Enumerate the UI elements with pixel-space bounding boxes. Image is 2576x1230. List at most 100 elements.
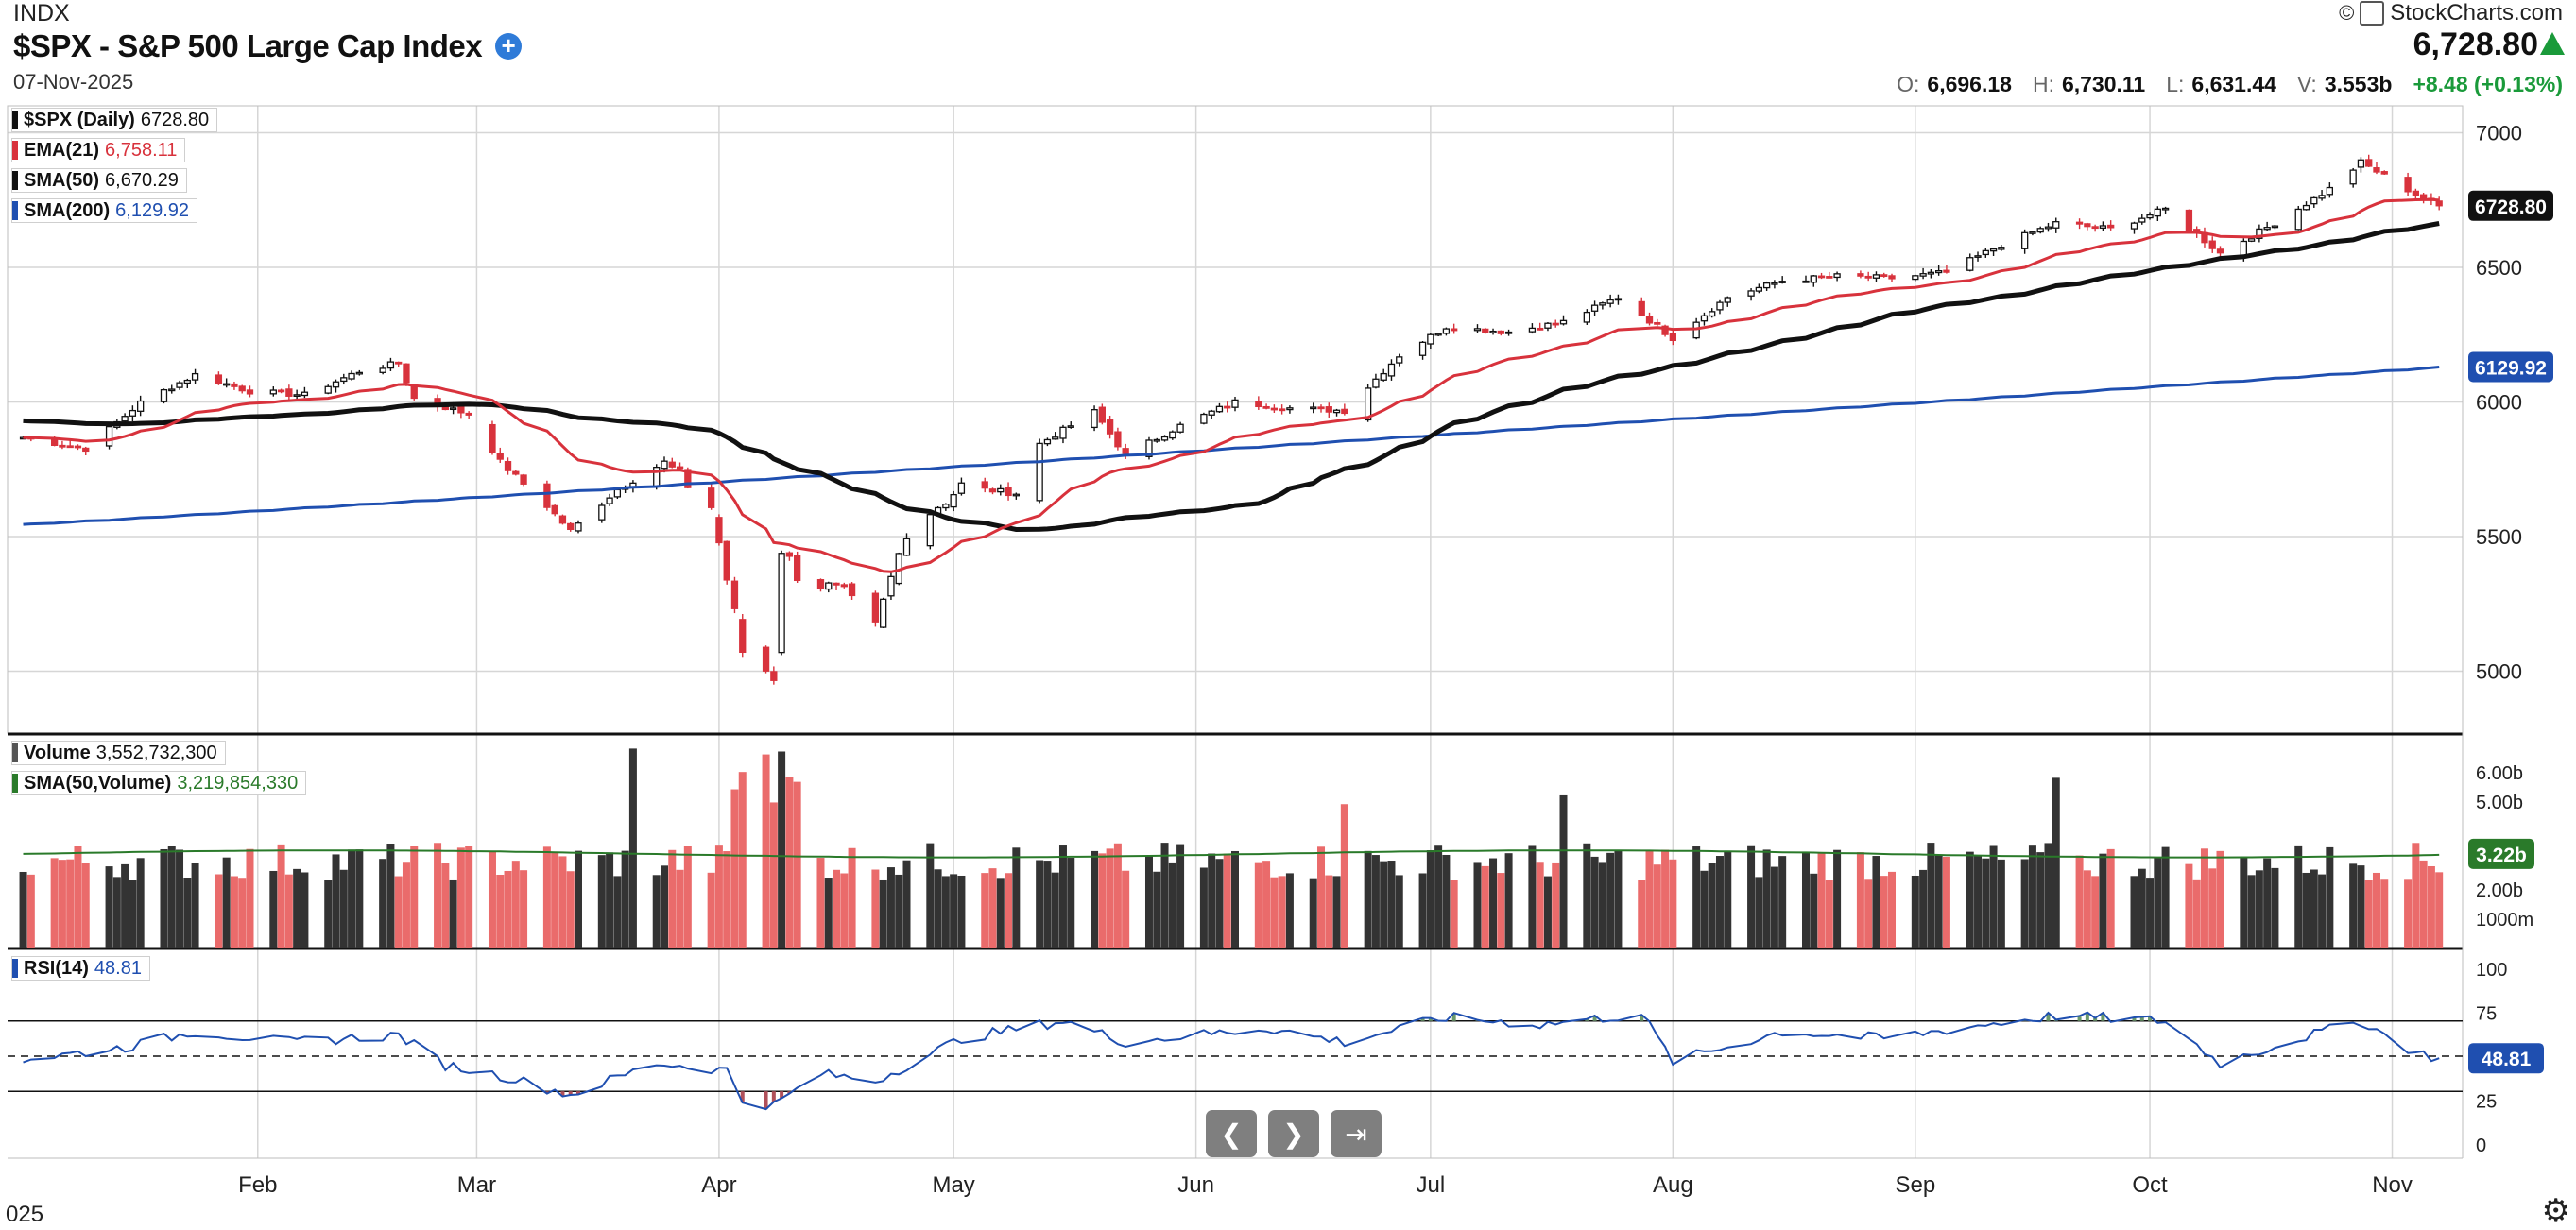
candle-body xyxy=(2161,207,2170,211)
volume-bar xyxy=(1208,853,1216,948)
volume-bar xyxy=(950,874,958,948)
volume-bar xyxy=(2052,777,2060,948)
volume-bar xyxy=(2208,868,2217,948)
volume-bar xyxy=(1614,849,1623,948)
volume-bar xyxy=(683,846,692,948)
candle-body xyxy=(1473,328,1482,332)
candle-body xyxy=(1160,436,1169,441)
candle-body xyxy=(2349,169,2357,185)
legend-series-name: EMA(21) xyxy=(24,139,100,161)
candle-body xyxy=(324,385,332,394)
volume-bar xyxy=(2271,867,2279,948)
price-legend-item[interactable]: SMA(200) 6,129.92 xyxy=(11,198,197,223)
candle-body xyxy=(2256,228,2263,239)
volume-bar xyxy=(160,848,168,948)
candle-body xyxy=(1661,325,1669,335)
gear-icon[interactable]: ⚙ xyxy=(2541,1193,2570,1229)
volume-bar xyxy=(167,846,176,948)
volume-bar xyxy=(284,874,293,948)
candle-body xyxy=(2084,223,2091,228)
volume-bar xyxy=(1442,854,1451,948)
legend-series-value: 6728.80 xyxy=(140,109,210,130)
rsi-legend-item[interactable]: RSI(14) 48.81 xyxy=(11,956,150,981)
candle-body xyxy=(1654,321,1661,325)
price-legend-item[interactable]: EMA(21) 6,758.11 xyxy=(11,138,186,162)
volume-bar xyxy=(1168,862,1176,948)
volume-bar xyxy=(1380,861,1388,948)
volume-bar xyxy=(81,863,90,948)
candle-body xyxy=(379,367,386,373)
candle-body xyxy=(1067,425,1074,428)
add-symbol-icon[interactable]: + xyxy=(495,33,523,60)
legend-series-name: SMA(50,Volume) xyxy=(24,772,172,794)
volume-bar xyxy=(449,879,457,948)
candle-body xyxy=(2326,186,2333,196)
volume-bar xyxy=(1598,862,1606,948)
price-frame xyxy=(7,105,2464,734)
volume-bar xyxy=(1473,862,1482,948)
volume-bar xyxy=(2263,858,2272,948)
volume-bar xyxy=(2044,843,2052,948)
volume-bar xyxy=(293,868,301,948)
candle-body xyxy=(1614,298,1623,301)
up-arrow-icon xyxy=(2540,32,2565,55)
candle-body xyxy=(1434,333,1442,336)
candle-body xyxy=(770,671,778,681)
volume-bar xyxy=(2349,863,2358,948)
candle-body xyxy=(567,522,575,531)
candle-body xyxy=(1817,275,1826,279)
volume-bar xyxy=(1160,843,1169,948)
volume-bar xyxy=(348,849,356,948)
volume-bar xyxy=(1755,877,1763,948)
volume-y-tick-label: 6.00b xyxy=(2476,763,2523,784)
volume-bar xyxy=(1997,859,2005,948)
volume-bar xyxy=(1199,867,1208,948)
legend-series-name: Volume xyxy=(24,742,91,763)
price-legend-item[interactable]: SMA(50) 6,670.29 xyxy=(11,168,187,193)
chart-title: $SPX - S&P 500 Large Cap Index xyxy=(13,28,483,63)
candle-body xyxy=(1489,330,1497,333)
candle-body xyxy=(1365,387,1372,421)
volume-bar xyxy=(1051,872,1059,948)
volume-legend-item[interactable]: SMA(50,Volume) 3,219,854,330 xyxy=(11,771,307,795)
rsi-tag-label: 48.81 xyxy=(2482,1049,2532,1070)
legend-series-name: RSI(14) xyxy=(24,957,89,979)
volume-bar xyxy=(1919,869,1928,948)
candle-body xyxy=(833,582,840,586)
scroll-to-end-button[interactable]: ⇥ xyxy=(1331,1110,1382,1157)
candle-body xyxy=(2029,231,2036,234)
rsi-tag xyxy=(2468,1043,2544,1074)
candle-body xyxy=(1606,299,1614,304)
price-legend-item[interactable]: $SPX (Daily) 6728.80 xyxy=(11,108,218,132)
candle-body xyxy=(1215,405,1224,413)
candle-body xyxy=(520,474,527,485)
x-tick-label: Jul xyxy=(1417,1172,1446,1198)
volume-bar xyxy=(1747,845,1756,948)
candle-body xyxy=(2435,200,2443,207)
scroll-right-button[interactable]: ❯ xyxy=(1268,1110,1319,1157)
candle-body xyxy=(1317,406,1325,410)
candle-body xyxy=(997,487,1005,493)
volume-bar xyxy=(833,869,841,948)
legend-swatch xyxy=(12,141,18,160)
volume-bar xyxy=(2427,865,2435,948)
candle-body xyxy=(1645,316,1654,324)
scroll-left-button[interactable]: ❮ xyxy=(1206,1110,1257,1157)
legend-series-value: 6,129.92 xyxy=(115,199,189,221)
open-readout: O: 6,696.18 xyxy=(1897,72,2012,96)
legend-swatch xyxy=(12,201,18,220)
axis-layer: Feb Mar Apr May Jun Jul Aug Sep Oct Nov 5000 5500 60… xyxy=(238,121,2553,1198)
volume-bar xyxy=(1043,861,1052,948)
candle-body xyxy=(1043,438,1052,445)
volume-bar xyxy=(339,869,348,948)
candle-body xyxy=(2271,225,2279,229)
candle-body xyxy=(348,372,355,380)
volume-bar xyxy=(520,870,528,948)
volume-legend-item[interactable]: Volume 3,552,732,300 xyxy=(11,741,226,765)
candle-body xyxy=(512,470,520,475)
brand[interactable]: © StockCharts.com xyxy=(2339,0,2563,26)
legend-series-name: SMA(200) xyxy=(24,199,111,221)
volume-bar xyxy=(714,845,723,948)
volume-bar xyxy=(1974,855,1983,948)
